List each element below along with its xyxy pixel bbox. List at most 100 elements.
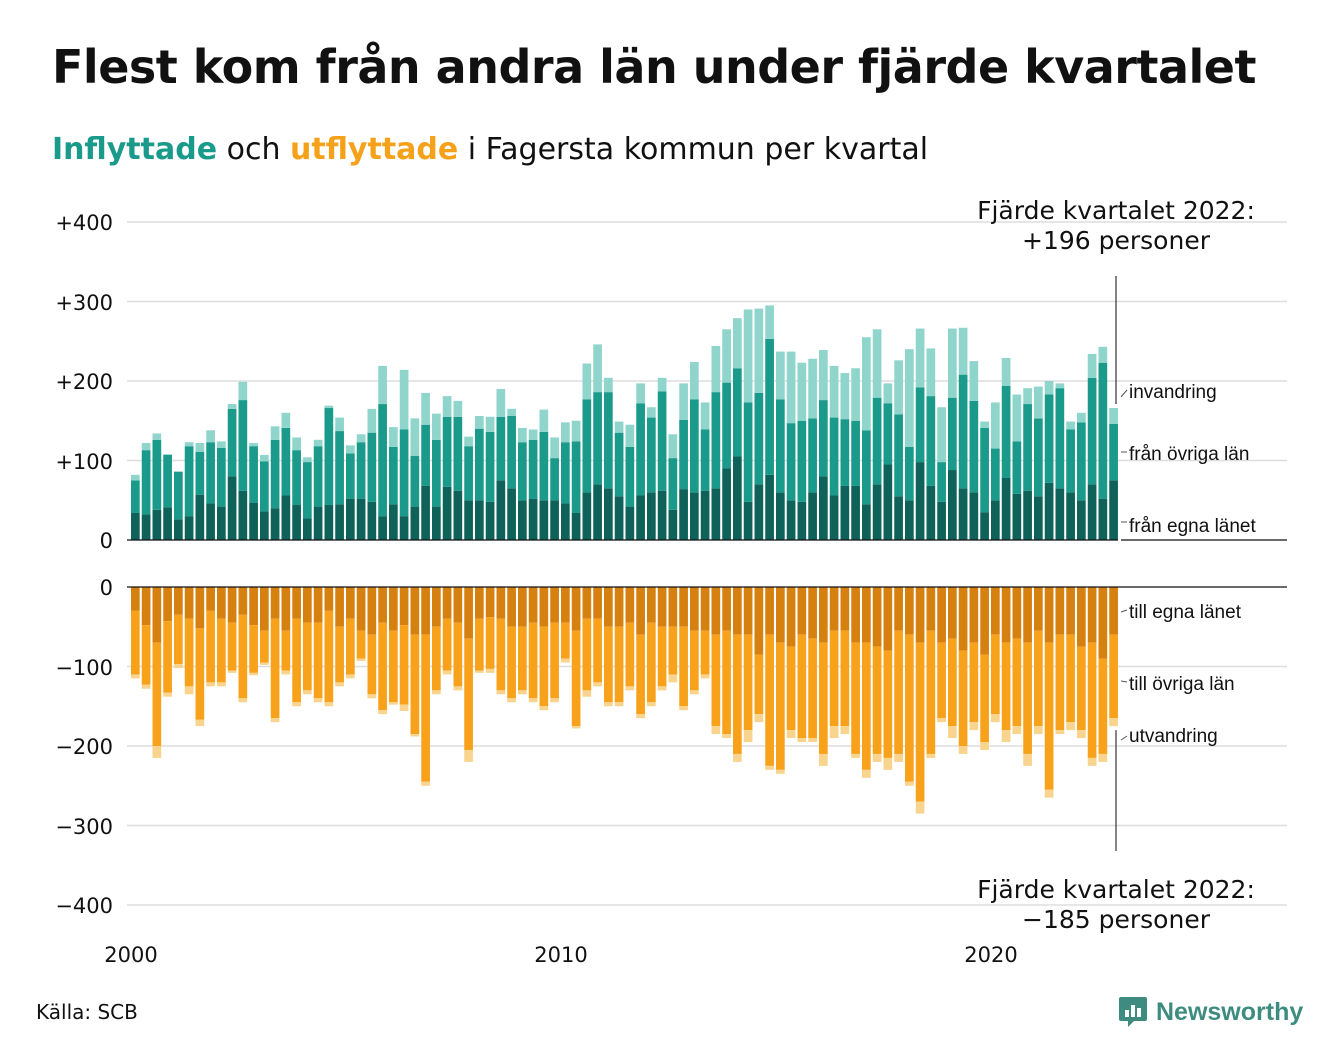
bar-in-invandring-72 [905, 349, 914, 447]
inflyttade-bars [131, 305, 1118, 540]
bar-out-ovriga-21 [356, 630, 366, 659]
bar-in-ovriga-9 [227, 408, 237, 477]
bar-in-egna-3 [163, 507, 172, 540]
bar-out-egna-7 [206, 587, 215, 611]
bar-in-egna-17 [313, 506, 323, 540]
bar-out-egna-28 [432, 587, 441, 627]
bar-out-ovriga-13 [270, 618, 280, 719]
bar-in-invandring-66 [840, 373, 850, 420]
bar-in-invandring-34 [496, 388, 506, 417]
bar-out-utvandring-0 [131, 674, 140, 679]
bar-out-egna-38 [539, 587, 549, 627]
bar-in-ovriga-11 [249, 446, 258, 503]
bar-in-ovriga-40 [561, 442, 570, 504]
bar-in-ovriga-51 [679, 419, 688, 490]
bar-in-invandring-77 [958, 327, 968, 375]
y-tick-top-400: +400 [55, 211, 113, 235]
bar-in-invandring-27 [421, 392, 430, 425]
bar-in-egna-38 [539, 500, 549, 540]
bar-out-utvandring-49 [657, 686, 667, 691]
bar-out-ovriga-59 [765, 634, 774, 766]
bar-out-ovriga-18 [324, 610, 334, 703]
bar-out-utvandring-62 [797, 738, 807, 743]
bar-in-egna-16 [303, 518, 312, 540]
bar-in-egna-0 [131, 512, 140, 540]
bar-out-egna-9 [227, 587, 237, 623]
bar-out-egna-76 [948, 587, 957, 639]
bar-out-utvandring-46 [625, 686, 635, 691]
bar-out-ovriga-33 [485, 617, 495, 669]
bar-out-egna-82 [1012, 587, 1022, 639]
bar-out-utvandring-17 [313, 698, 323, 703]
bar-out-ovriga-47 [636, 634, 645, 715]
bar-out-ovriga-70 [883, 650, 893, 758]
bar-in-invandring-57 [743, 309, 753, 403]
bar-out-egna-75 [937, 587, 946, 643]
bar-out-egna-16 [303, 587, 312, 623]
bar-in-invandring-86 [1055, 383, 1065, 389]
bar-out-egna-22 [367, 587, 377, 635]
bar-out-utvandring-45 [614, 702, 624, 707]
bar-in-egna-91 [1109, 480, 1118, 540]
bar-out-egna-72 [905, 587, 914, 635]
bar-in-invandring-5 [184, 442, 194, 447]
bar-in-ovriga-78 [969, 400, 979, 493]
bar-in-invandring-22 [367, 408, 377, 433]
bar-out-ovriga-43 [593, 618, 602, 683]
bar-out-egna-68 [862, 587, 871, 643]
bar-out-ovriga-91 [1109, 634, 1118, 719]
bar-in-ovriga-80 [991, 448, 1000, 501]
bar-in-invandring-2 [152, 433, 162, 440]
y-tick-bottom-0: 0 [100, 576, 113, 600]
bar-in-egna-36 [518, 500, 527, 540]
bar-out-utvandring-51 [679, 706, 688, 711]
brand-logo[interactable]: Newsworthy [1118, 994, 1303, 1030]
bar-in-invandring-89 [1087, 353, 1097, 378]
bar-out-utvandring-52 [690, 690, 699, 695]
bar-out-utvandring-30 [453, 686, 463, 691]
bar-in-invandring-43 [593, 344, 602, 393]
bar-in-ovriga-39 [550, 458, 559, 501]
bar-in-egna-14 [281, 495, 291, 540]
bar-in-ovriga-15 [292, 450, 301, 506]
bar-out-utvandring-29 [442, 670, 452, 675]
bar-in-egna-18 [324, 505, 334, 540]
bar-out-egna-32 [475, 587, 484, 619]
bar-in-egna-9 [227, 476, 237, 540]
bar-out-egna-31 [464, 587, 473, 639]
bar-in-ovriga-69 [872, 397, 882, 485]
bar-in-ovriga-90 [1098, 362, 1108, 499]
bar-out-ovriga-32 [475, 618, 484, 671]
bar-in-invandring-28 [432, 413, 441, 440]
annotation-bottom-line1: Fjärde kvartalet 2022: [977, 875, 1255, 904]
bar-out-ovriga-48 [647, 622, 656, 703]
bar-in-ovriga-29 [442, 416, 452, 487]
bar-in-ovriga-32 [475, 428, 484, 501]
bar-in-ovriga-1 [141, 450, 151, 515]
bar-in-invandring-90 [1098, 346, 1108, 363]
bar-out-egna-41 [571, 587, 581, 631]
bar-in-egna-45 [614, 496, 624, 540]
bar-out-ovriga-83 [1023, 642, 1032, 754]
grid-lines [127, 221, 1287, 906]
bar-in-ovriga-67 [851, 420, 860, 486]
bar-in-ovriga-61 [786, 423, 796, 501]
bar-in-invandring-23 [378, 365, 387, 405]
bar-in-invandring-13 [270, 426, 280, 440]
y-tick-top-300: +300 [55, 291, 113, 315]
bar-out-ovriga-24 [389, 630, 398, 703]
bar-in-ovriga-83 [1023, 404, 1032, 491]
bar-out-egna-54 [711, 587, 721, 635]
bar-out-utvandring-63 [808, 738, 817, 743]
annotation-bottom-line2: −185 personer [1022, 905, 1211, 934]
bar-out-ovriga-14 [281, 630, 291, 671]
bar-in-invandring-69 [872, 329, 882, 398]
bar-in-invandring-54 [711, 346, 721, 393]
bar-out-ovriga-66 [840, 630, 850, 727]
bar-in-egna-42 [582, 492, 592, 540]
utflyttade-bars [131, 587, 1118, 814]
bar-in-ovriga-91 [1109, 423, 1118, 481]
bar-out-utvandring-21 [356, 658, 366, 661]
bar-in-egna-79 [980, 512, 989, 540]
bar-in-ovriga-87 [1066, 429, 1075, 493]
